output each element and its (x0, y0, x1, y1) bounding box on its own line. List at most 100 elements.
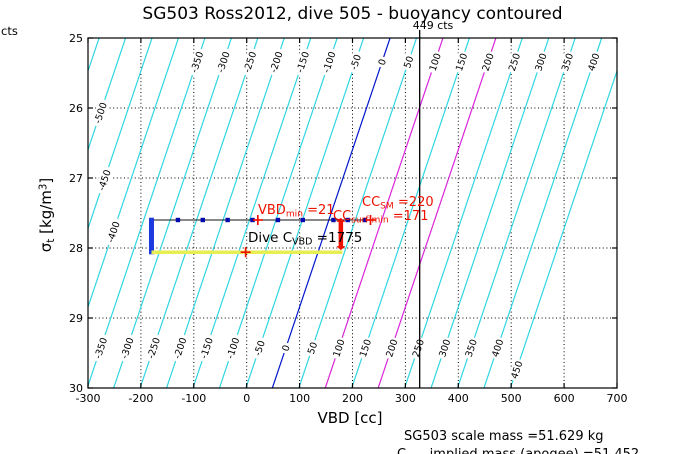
y-tick-label-26: 26 (69, 102, 83, 115)
data-point-marker (225, 217, 230, 223)
contour-line-50 (298, 38, 418, 388)
annotation-cc-surf-min: CCsurf min =171 (333, 209, 428, 226)
data-point-marker (300, 217, 305, 223)
contour-label-50: 50 (402, 55, 416, 70)
contour-line-350 (456, 38, 576, 388)
annotation-subscript: surf min (351, 215, 389, 226)
data-point-marker (200, 217, 205, 223)
contour-label--50: -50 (349, 53, 364, 71)
contour-label-gap (426, 49, 444, 75)
contour-label--500: -500 (93, 101, 110, 125)
annotation-value: =1775 (312, 230, 363, 246)
contour-label-gap (143, 333, 164, 363)
axis-ticks (87, 37, 618, 389)
contour-label-gap (278, 341, 293, 355)
contour-label-gap (103, 217, 123, 247)
contour-line-100 (324, 38, 444, 388)
contour-line-0 (271, 38, 391, 388)
x-axis-label: VBD [cc] (317, 409, 383, 427)
contour-label-gap (531, 49, 550, 75)
contour-label-350: 350 (560, 52, 576, 73)
contour-label-gap (356, 335, 374, 361)
y-axis-units-exponent: 3 (38, 183, 50, 191)
contour-label-gap (584, 49, 603, 75)
annotation-subscript: VBD (292, 236, 313, 248)
x-tick-label-200: 200 (342, 392, 363, 405)
cc-surf-bar-arrow-down (336, 246, 346, 251)
contour-label-400: 400 (586, 52, 602, 73)
contour-line--450 (88, 38, 153, 231)
contour-label--50: -50 (253, 339, 268, 357)
contour-label-gap (462, 335, 480, 361)
contour-label-gap (488, 335, 507, 361)
contour-label-gap (452, 49, 471, 75)
x-tick-label-700: 700 (607, 392, 628, 405)
contour-label-100: 100 (428, 52, 444, 73)
contour-line-200 (377, 38, 497, 388)
contour-label--100: -100 (321, 50, 338, 74)
counts-vline-label: 449 cts (412, 19, 454, 32)
x-tick-label-300: 300 (395, 392, 416, 405)
contour-label-gap (507, 357, 526, 382)
annotation-cc-sm: CCSM =220 (362, 195, 434, 212)
contour-label-gap (479, 49, 497, 75)
page-title: SG503 Ross2012, dive 505 - buoyancy cont… (142, 4, 563, 24)
y-tick-label-30: 30 (69, 382, 83, 395)
data-point-marker (331, 217, 336, 223)
contour-label-150: 150 (358, 338, 374, 359)
contour-line--50 (245, 38, 365, 388)
dive-point-cluster (148, 217, 154, 255)
contour-label-300: 300 (437, 338, 453, 359)
footer-scale-mass: SG503 scale mass =51.629 kg (404, 429, 604, 444)
annotation-subscript: SM (380, 201, 394, 212)
cc-surf-bar-arrow-up (336, 217, 346, 222)
footer-cvbd-main: C (397, 447, 406, 454)
x-tick-label-100: 100 (289, 392, 310, 405)
y-tick-label-27: 27 (69, 172, 83, 185)
annotation-vbd-min: VBDmin =21 (258, 203, 335, 220)
contour-label-0: 0 (377, 58, 389, 67)
contour-label--250: -250 (242, 50, 259, 74)
contour-label--200: -200 (172, 336, 189, 360)
annotation-main: CC (362, 195, 381, 210)
contour-label--250: -250 (146, 336, 163, 360)
contour-label--350: -350 (189, 50, 206, 74)
x-tick-label-0: 0 (243, 392, 250, 405)
contour-label--200: -200 (268, 50, 285, 74)
annotation-value: =220 (393, 195, 434, 210)
contour-label-gap (435, 335, 454, 361)
contour-label-gap (505, 49, 523, 75)
contour-line--250 (139, 38, 259, 388)
x-tick-label--200: -200 (128, 392, 153, 405)
contour-lines (88, 38, 617, 388)
y-axis-units-bracket: ] (37, 177, 55, 184)
contour-label-450: 450 (509, 360, 525, 381)
contour-label--150: -150 (199, 336, 216, 360)
x-tick-label--100: -100 (181, 392, 206, 405)
annotation-value: =171 (388, 209, 429, 224)
counts-axis-corner-label: cts (1, 24, 18, 38)
y-tick-label-25: 25 (69, 32, 83, 45)
contour-label-gap (91, 333, 111, 363)
contour-label-gap (319, 47, 339, 77)
cc-surf-bar (336, 217, 346, 251)
contour-label-gap (94, 165, 114, 195)
contour-label--350: -350 (93, 336, 110, 360)
contour-label-0: 0 (280, 344, 292, 353)
sigma-subscript: t (44, 238, 57, 243)
contour-label-gap (304, 338, 321, 358)
y-axis-units: [kg/m (37, 190, 55, 239)
contour-label-gap (375, 55, 389, 69)
contour-label-300: 300 (533, 52, 549, 73)
red-plus-markers (240, 215, 376, 258)
contour-label--150: -150 (295, 50, 312, 74)
contour-label--300: -300 (119, 336, 136, 360)
annotation-main: CC (333, 209, 352, 224)
contour-label-gap (409, 335, 427, 361)
contour-line--100 (218, 38, 338, 388)
contour-label-gap (170, 333, 190, 363)
annotation-main: Dive C (248, 230, 293, 246)
contour-label-gap (293, 47, 313, 77)
annotation-value: =21 (302, 203, 335, 218)
x-tick-label-500: 500 (501, 392, 522, 405)
